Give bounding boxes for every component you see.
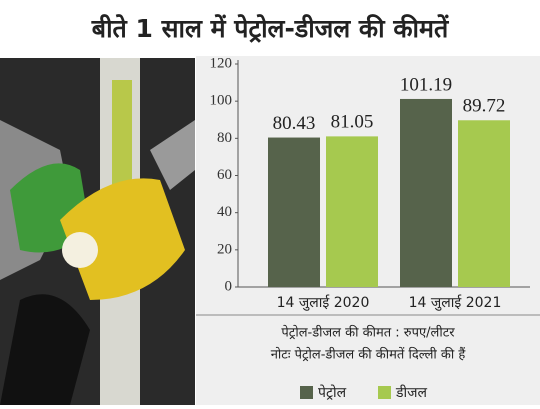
nozzle-spout	[150, 120, 195, 190]
y-tick-label: 0	[225, 278, 233, 294]
value-label: 81.05	[331, 112, 374, 133]
bar	[458, 120, 510, 288]
legend-swatch	[300, 386, 313, 399]
legend-label: पेट्रोल	[318, 384, 347, 401]
bar	[326, 136, 378, 287]
hose	[0, 294, 90, 405]
y-tick-label: 60	[217, 167, 232, 183]
y-tick-label: 120	[210, 55, 233, 71]
note: पेट्रोल-डीजल की कीमत : रुपए/लीटर	[281, 325, 455, 341]
chart-title: बीते 1 साल में पेट्रोल-डीजल की कीमतें	[91, 14, 450, 43]
x-tick-label: 14 जुलाई 2021	[409, 294, 502, 311]
y-tick-label: 20	[217, 241, 232, 257]
legend-swatch	[378, 386, 391, 399]
y-tick-label: 100	[210, 93, 233, 109]
yellow-nozzle	[60, 178, 185, 300]
y-tick-label: 40	[217, 204, 232, 220]
bar	[400, 98, 452, 287]
x-tick-label: 14 जुलाई 2020	[277, 294, 370, 311]
legend-label: डीजल	[395, 384, 428, 401]
note: नोटः पेट्रोल-डीजल की कीमतें दिल्ली की है…	[271, 347, 467, 363]
value-label: 89.72	[463, 96, 506, 117]
bar	[268, 137, 320, 287]
photo	[0, 58, 195, 405]
logo	[62, 232, 98, 268]
value-label: 80.43	[273, 113, 316, 134]
y-tick-label: 80	[217, 130, 232, 146]
value-label: 101.19	[400, 74, 452, 95]
